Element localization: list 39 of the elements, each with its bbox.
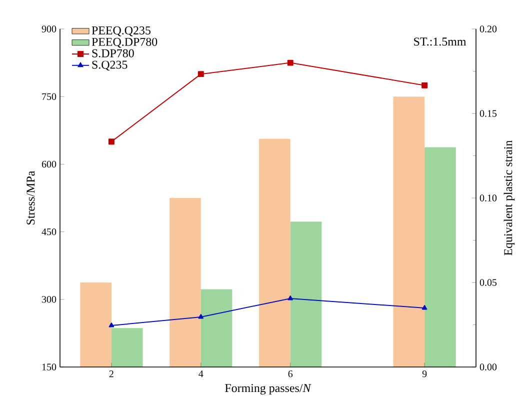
legend-label: PEEQ.Q235 — [92, 26, 150, 36]
bar — [393, 96, 425, 367]
point — [108, 138, 114, 145]
y2-tick-label: 0.15 — [480, 110, 497, 117]
y-tick-label: 750 — [42, 93, 56, 100]
legend-label: PEEQ.DP780 — [92, 38, 158, 48]
point — [422, 304, 428, 310]
y-axis-title: Stress/MPa — [26, 170, 35, 224]
point — [108, 322, 114, 328]
x-axis-title: Forming passes/N — [225, 384, 312, 395]
y2-tick-label: 0.20 — [480, 26, 497, 32]
bar — [170, 198, 201, 367]
point — [422, 82, 428, 88]
y-tick-label: 300 — [42, 296, 56, 303]
point — [288, 296, 294, 300]
bar — [424, 147, 456, 367]
legend-label: S.Q235 — [92, 60, 128, 71]
y-tick-label: 600 — [42, 160, 56, 168]
bar — [80, 282, 112, 367]
point — [287, 60, 294, 66]
y2-axis-title: Equivalent plastic strain — [504, 140, 515, 256]
annotation: ST.:1.5mm — [414, 38, 466, 46]
x-tick-label: 4 — [198, 370, 204, 378]
y-tick-label: 450 — [42, 228, 56, 236]
y2-tick-label: 0.05 — [480, 279, 497, 286]
point — [198, 314, 204, 319]
bar — [200, 289, 232, 367]
x-tick-label: 2 — [109, 370, 114, 378]
bar — [290, 222, 322, 367]
y-tick-label: 150 — [42, 364, 56, 370]
y2-tick-label: 0.10 — [480, 194, 497, 202]
y-tick-label: 900 — [42, 26, 56, 32]
y2-tick-label: 0.00 — [480, 364, 497, 370]
bar — [259, 138, 290, 367]
point — [198, 71, 204, 78]
x-tick-label: 6 — [288, 370, 293, 378]
x-tick-label: 9 — [422, 370, 427, 378]
bar — [111, 328, 143, 367]
legend-label: S.DP780 — [92, 49, 134, 58]
